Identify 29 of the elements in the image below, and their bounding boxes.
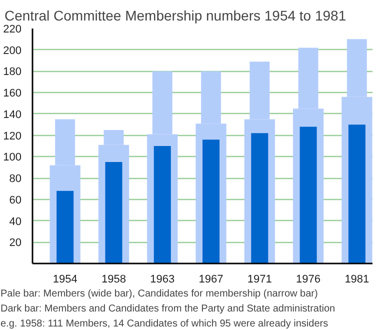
text: Pale bar: Members (wide bar), Candidates for membership (narrow bar) — [0, 288, 318, 300]
x-tick-label: 1958 — [101, 274, 126, 286]
chart-title: Central Committee Membership numbers 1954 to 1981 — [4, 8, 346, 24]
y-tick-label: 60 — [9, 194, 22, 206]
x-tick-label: 1954 — [52, 274, 78, 286]
y-tick-label: 80 — [9, 173, 22, 186]
x-tick-label: 1967 — [198, 274, 224, 286]
y-tick-label: 160 — [3, 88, 22, 100]
y-tick-label: 220 — [3, 24, 22, 36]
x-tick-label: 1976 — [296, 274, 321, 286]
bar — [300, 126, 317, 264]
y-tick-label: 120 — [3, 130, 22, 142]
text: Dark bar: Members and Candidates from the Party and State administration — [0, 304, 336, 314]
text: e.g. 1958: 111 Members, 14 Candidates of which 95 were already insiders — [0, 318, 328, 330]
bar — [154, 146, 171, 264]
y-tick-label: 40 — [9, 216, 22, 228]
bar — [56, 190, 74, 264]
y-tick-label: 20 — [9, 237, 22, 250]
x-tick-label: 1981 — [344, 274, 370, 286]
y-tick-label: 180 — [3, 66, 22, 78]
bar — [348, 124, 366, 264]
x-tick-label: 1963 — [150, 274, 175, 286]
y-tick-label: 100 — [3, 152, 22, 164]
bar — [251, 133, 268, 264]
y-tick-label: 200 — [3, 44, 22, 57]
bar — [202, 140, 220, 264]
bar — [105, 162, 122, 264]
y-tick-label: 140 — [3, 108, 22, 121]
x-tick-label: 1971 — [247, 274, 272, 286]
